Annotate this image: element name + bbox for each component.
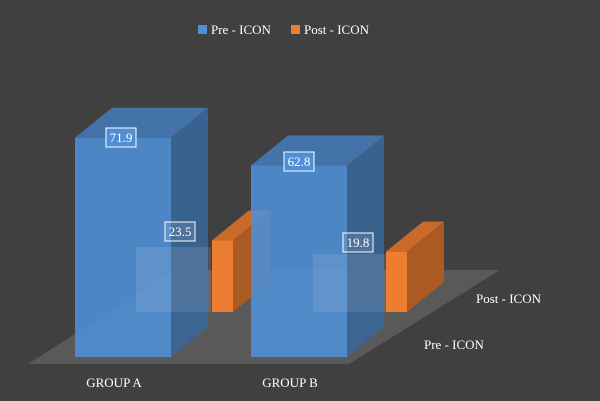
x-tick-label-group-a: GROUP A	[86, 375, 142, 390]
data-labels-layer: 71.9 62.8 23.5 19.8	[105, 127, 374, 253]
bar-front-pre-icon-group-a	[75, 137, 171, 357]
bar-top-post-icon-group-b	[386, 221, 444, 252]
legend-label-pre-icon: Pre - ICON	[211, 22, 272, 37]
data-label-box-pre-icon-group-a	[105, 127, 137, 148]
bar-side-pre-icon-group-b	[347, 135, 384, 357]
data-label-box-pre-icon-group-b	[283, 151, 315, 172]
data-label-pre-icon-group-b: 62.8	[288, 154, 311, 169]
legend-swatch-pre-icon	[198, 25, 207, 34]
depth-axis-label-pre-icon: Pre - ICON	[424, 337, 485, 352]
data-label-post-icon-group-a: 23.5	[169, 224, 192, 239]
bar-front-pre-icon-group-b	[251, 165, 347, 357]
wall-highlight-2	[313, 254, 386, 312]
data-label-box-post-icon-group-b	[342, 232, 374, 253]
bar-front-post-icon-group-b	[386, 251, 407, 312]
legend: Pre - ICON Post - ICON	[198, 22, 370, 37]
depth-axis-label-post-icon: Post - ICON	[476, 291, 542, 306]
data-label-post-icon-group-b: 19.8	[347, 235, 370, 250]
data-label-box-post-icon-group-a	[164, 221, 196, 242]
bar-front-post-icon-group-a	[212, 240, 233, 312]
legend-swatch-post-icon	[291, 25, 300, 34]
bar-post-icon-group-b	[386, 221, 444, 312]
bar-side-pre-icon-group-a	[171, 107, 208, 357]
bar-pre-icon-group-b	[251, 135, 384, 357]
bars-layer	[75, 107, 444, 357]
legend-label-post-icon: Post - ICON	[304, 22, 370, 37]
bar-side-post-icon-group-b	[407, 221, 444, 312]
wall-highlight-1	[136, 247, 211, 312]
data-label-pre-icon-group-a: 71.9	[110, 130, 133, 145]
x-tick-label-group-b: GROUP B	[262, 375, 318, 390]
